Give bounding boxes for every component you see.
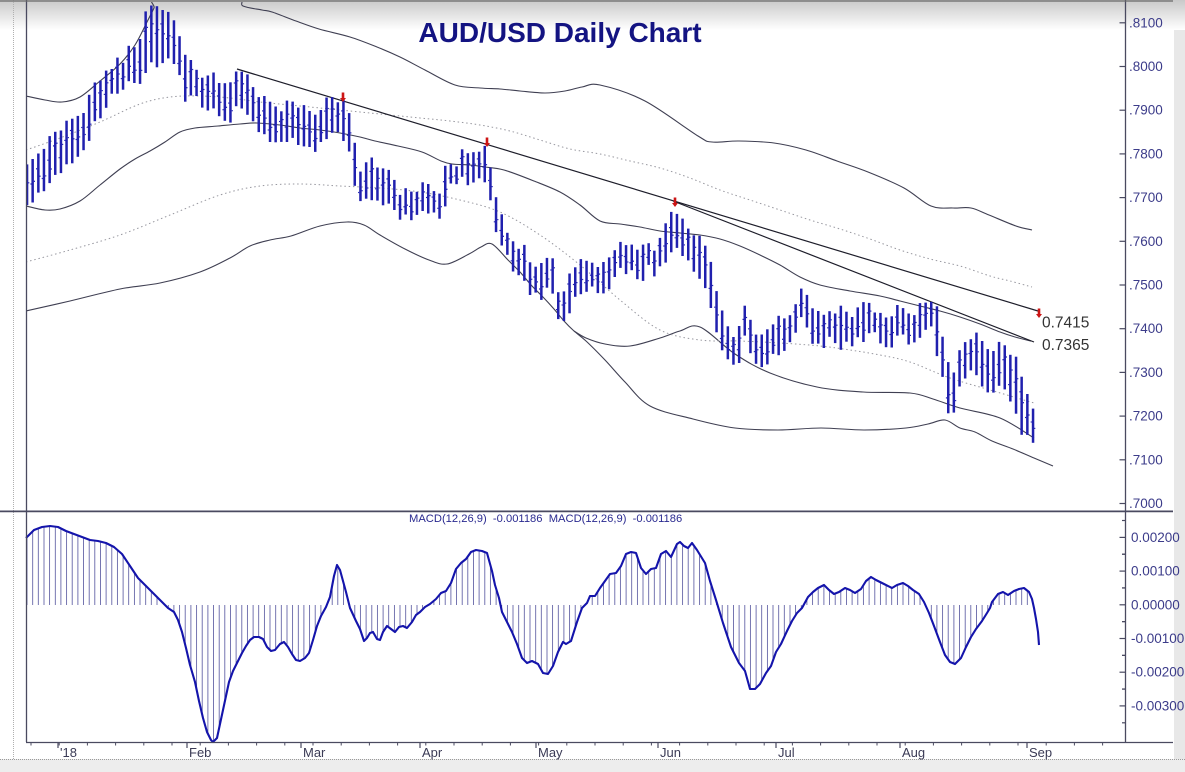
svg-text:Aug: Aug	[902, 745, 925, 760]
svg-text:.8100: .8100	[1129, 15, 1163, 30]
svg-text:0.00000: 0.00000	[1131, 597, 1180, 612]
svg-text:Jul: Jul	[778, 745, 795, 760]
svg-text:.7000: .7000	[1129, 496, 1163, 511]
svg-text:-0.00100: -0.00100	[1131, 631, 1184, 646]
svg-text:.7600: .7600	[1129, 234, 1163, 249]
svg-text:.7100: .7100	[1129, 452, 1163, 467]
svg-text:'18: '18	[60, 745, 77, 760]
svg-text:0.7365: 0.7365	[1042, 337, 1089, 354]
svg-text:Feb: Feb	[189, 745, 211, 760]
svg-text:MACD(12,26,9) -0.001186 MACD: MACD(12,26,9) -0.001186 MACD(12,26,9) -0…	[409, 513, 682, 525]
svg-text:Sep: Sep	[1029, 745, 1052, 760]
svg-text:Jun: Jun	[660, 745, 681, 760]
svg-text:May: May	[538, 745, 563, 760]
svg-text:0.00200: 0.00200	[1131, 530, 1180, 545]
svg-text:Mar: Mar	[303, 745, 326, 760]
svg-text:.7500: .7500	[1129, 278, 1163, 293]
svg-text:AUD/USD Daily Chart: AUD/USD Daily Chart	[418, 17, 701, 48]
svg-text:-0.00200: -0.00200	[1131, 665, 1184, 680]
svg-text:.8000: .8000	[1129, 59, 1163, 74]
svg-text:0.7415: 0.7415	[1042, 315, 1089, 332]
svg-text:.7700: .7700	[1129, 190, 1163, 205]
svg-text:Apr: Apr	[422, 745, 443, 760]
svg-text:.7800: .7800	[1129, 146, 1163, 161]
svg-text:.7400: .7400	[1129, 321, 1163, 336]
svg-text:0.00100: 0.00100	[1131, 564, 1180, 579]
svg-text:.7200: .7200	[1129, 409, 1163, 424]
svg-text:.7300: .7300	[1129, 365, 1163, 380]
svg-text:.7900: .7900	[1129, 103, 1163, 118]
svg-text:-0.00300: -0.00300	[1131, 698, 1184, 713]
